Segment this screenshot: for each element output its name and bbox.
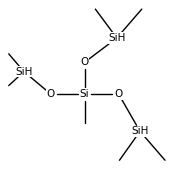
Text: Si: Si [80, 89, 89, 99]
Text: O: O [114, 89, 123, 99]
Text: O: O [47, 89, 55, 99]
Text: SiH: SiH [15, 67, 33, 77]
Text: O: O [80, 57, 89, 67]
Text: SiH: SiH [108, 33, 125, 43]
Text: SiH: SiH [131, 126, 149, 136]
